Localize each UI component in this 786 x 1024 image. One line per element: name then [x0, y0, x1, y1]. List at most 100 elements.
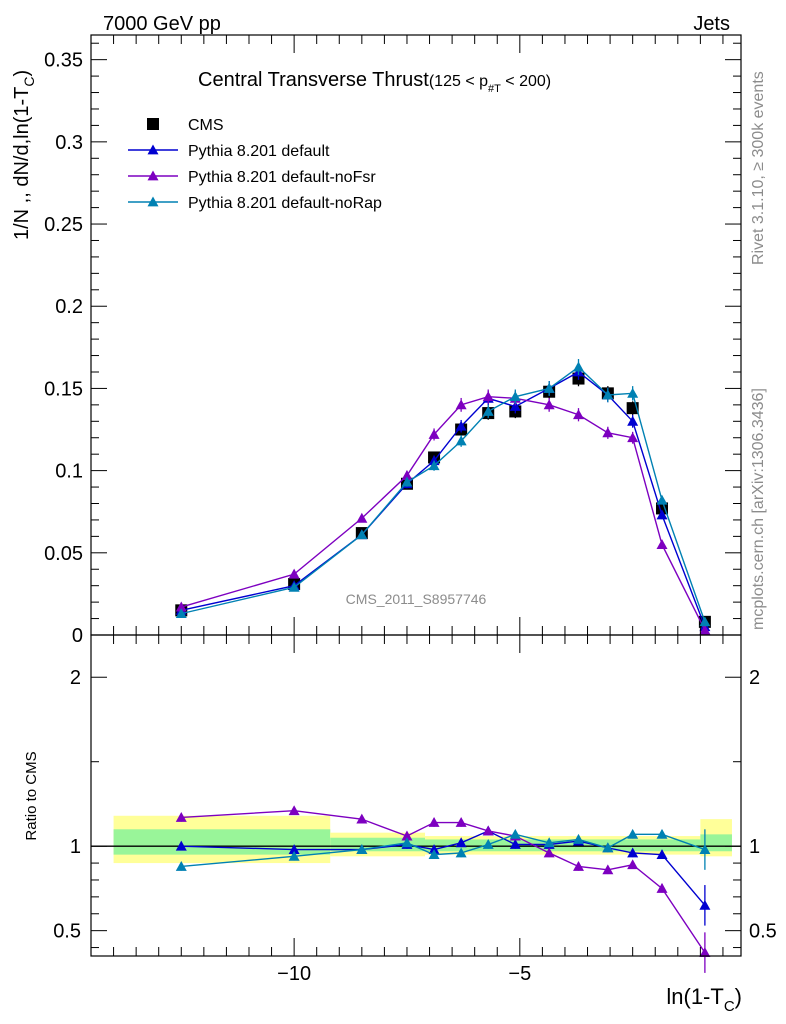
header-right: Jets [693, 13, 730, 35]
main-series-3 [175, 359, 711, 627]
analysis-label: CMS_2011_S8957746 [346, 591, 487, 607]
ratio-mc-point [656, 849, 668, 860]
legend-triangle-icon [147, 144, 159, 155]
main-y-tick-label: 0.2 [55, 296, 83, 318]
legend-triangle-icon [147, 170, 159, 181]
ratio-mc-point [509, 838, 521, 849]
main-mc-point [455, 420, 467, 431]
main-mc-point [482, 405, 494, 416]
x-tick-label: −5 [508, 963, 531, 985]
ratio-y-tick-label-right: 2 [749, 667, 760, 689]
ratio-mc-point [699, 947, 711, 958]
legend: CMS Pythia 8.201 default Pythia 8.201 defa… [128, 117, 382, 212]
main-y-tick-label: 0.1 [55, 461, 83, 483]
ratio-mc-point [627, 859, 639, 870]
chart-title-sub: #T [488, 83, 501, 95]
x-axis-label: ln(1-TC) [666, 984, 742, 1015]
main-mc-point [602, 427, 614, 438]
ratio-marks [175, 805, 711, 973]
main-mc-point [356, 512, 368, 523]
main-y-tick-label: 0 [72, 625, 83, 647]
main-mc-point [175, 608, 187, 619]
ratio-mc-point [482, 825, 494, 836]
main-y-tick-label: 0.15 [44, 378, 83, 400]
main-mc-point [482, 391, 494, 402]
main-y-tick-label: 0.35 [44, 50, 83, 72]
uncertainty-band-green [425, 839, 701, 852]
ratio-mc-point [602, 864, 614, 875]
side-label-bottom: mcplots.cern.ch [arXiv:1306.3436] [750, 388, 767, 630]
main-y-tick-label: 0.05 [44, 543, 83, 565]
ratio-mc-point [602, 842, 614, 853]
ratio-mc-point [401, 830, 413, 841]
header-left: 7000 GeV pp [103, 13, 221, 35]
ratio-y-label: Ratio to CMS [23, 751, 40, 840]
ratio-panel: 0.5 0.5 1 1 2 2 −10 −5 Ratio to CMS ln(1-TC) [23, 634, 777, 1015]
main-series-line [181, 371, 706, 628]
chart-title-end: < 200) [501, 73, 551, 90]
main-mc-point [543, 399, 555, 410]
chart-title: Central Transverse Thrust(125 < p#T < 20… [198, 69, 551, 95]
main-mc-point [509, 401, 521, 411]
main-mc-point [656, 509, 668, 520]
ratio-mc-point [699, 899, 711, 910]
x-axis-label-sub: C [724, 998, 735, 1015]
legend-triangle-icon [147, 196, 159, 207]
chart-title-suffix: (125 < p [429, 73, 488, 90]
main-panel: 0 0.05 0.1 0.15 0.2 0.25 0.3 0.35 Central Trans… [11, 34, 742, 647]
ratio-bands [91, 815, 741, 864]
ratio-mc-point [543, 837, 555, 848]
legend-item: Pythia 8.201 default-noRap [128, 195, 382, 212]
main-mc-point [602, 389, 614, 400]
main-y-tick-label: 0.25 [44, 214, 83, 236]
main-mc-point [699, 624, 711, 635]
ratio-mc-point [401, 837, 413, 848]
legend-label: Pythia 8.201 default [188, 143, 330, 160]
ratio-mc-point [175, 860, 187, 871]
main-mc-point [455, 399, 467, 410]
ratio-mc-point [175, 840, 187, 851]
ratio-ticks [90, 635, 741, 956]
ratio-mc-point [656, 882, 668, 893]
ratio-mc-point [455, 847, 467, 858]
main-marks [175, 359, 711, 635]
main-mc-point [288, 581, 300, 592]
ratio-mc-point [573, 833, 584, 844]
main-mc-point [175, 601, 187, 612]
legend-label: CMS [188, 117, 224, 134]
main-y-label-text: 1/N ,, dN/d,ln(1-T [11, 87, 33, 240]
ratio-mc-point [356, 844, 368, 854]
main-series-line [181, 395, 706, 631]
ratio-mc-point [543, 847, 555, 858]
ratio-mc-point [573, 860, 584, 871]
main-mc-point [288, 568, 300, 579]
main-mc-point [428, 460, 440, 471]
main-mc-point [573, 361, 584, 372]
main-mc-point [401, 476, 413, 487]
main-mc-point [356, 529, 368, 540]
legend-square-icon [147, 118, 159, 130]
ratio-series-1 [175, 805, 711, 973]
legend-item: Pythia 8.201 default-noFsr [128, 169, 376, 186]
ratio-mc-point [627, 847, 639, 858]
main-mc-point [627, 387, 639, 398]
main-y-tick-label: 0.3 [55, 132, 83, 154]
ratio-mc-point [175, 811, 187, 822]
legend-item: CMS [147, 117, 224, 134]
ratio-mc-point [288, 844, 300, 854]
main-y-label-end: ) [11, 70, 33, 77]
ratio-mc-point [428, 849, 440, 860]
x-axis-label-end: ) [735, 984, 742, 1009]
ratio-tick-labels: 0.5 0.5 1 1 2 2 −10 −5 [53, 667, 777, 985]
main-mc-point [543, 382, 555, 393]
main-mc-point [656, 539, 668, 549]
main-ticks [90, 35, 741, 636]
ratio-frame [90, 634, 742, 957]
main-series-2 [175, 389, 711, 635]
legend-label: Pythia 8.201 default-noFsr [188, 169, 376, 186]
main-mc-point [401, 470, 413, 480]
ratio-mc-point [627, 828, 639, 839]
ratio-mc-point [455, 837, 467, 848]
ratio-mc-point [428, 844, 440, 854]
